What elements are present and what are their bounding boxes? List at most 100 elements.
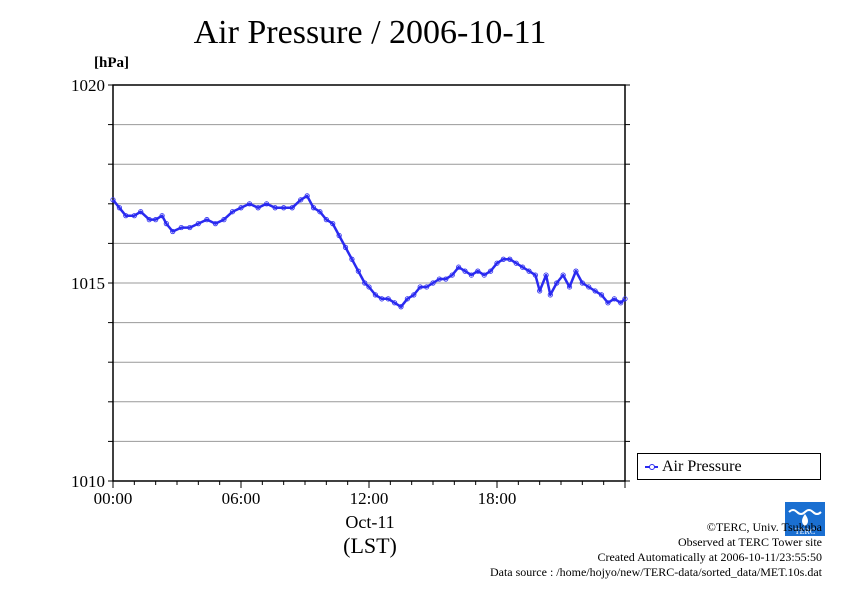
data-point [170, 228, 176, 235]
logo-text: TERC [795, 527, 815, 536]
data-point [159, 213, 165, 219]
series-line [112, 194, 626, 309]
x-tick-label: 00:00 [94, 489, 133, 508]
y-tick-label: 1015 [71, 274, 105, 293]
data-point [586, 284, 592, 290]
y-axis-unit: [hPa] [94, 55, 129, 71]
data-point [573, 268, 579, 274]
data-point [116, 205, 123, 211]
data-point [263, 201, 270, 207]
data-point [487, 268, 494, 274]
data-point [178, 224, 184, 231]
data-point [255, 205, 261, 211]
data-point [411, 292, 417, 298]
legend-label: Air Pressure [662, 457, 742, 475]
data-point [123, 213, 129, 219]
data-point [362, 280, 368, 286]
data-point [238, 205, 244, 211]
data-point [131, 213, 137, 219]
footer: ©TERC, Univ. Tsukuba Observed at TERC To… [490, 520, 822, 580]
data-point [605, 300, 611, 306]
y-tick-label: 1020 [71, 76, 105, 95]
data-point [423, 284, 430, 290]
data-point [272, 205, 278, 211]
data-point [317, 209, 323, 215]
footer-observed: Observed at TERC Tower site [677, 535, 822, 549]
data-point [500, 256, 506, 262]
data-point [417, 284, 423, 290]
data-point [355, 268, 361, 274]
y-tick-label: 1010 [71, 472, 105, 491]
data-point [379, 296, 385, 302]
data-point [330, 221, 336, 227]
data-point [622, 296, 628, 302]
data-point [436, 276, 442, 282]
footer-source: Data source : /home/hojyo/new/TERC-data/… [489, 565, 822, 579]
x-tick-label: 06:00 [222, 489, 261, 508]
data-point [385, 296, 391, 302]
data-point [204, 217, 210, 223]
terc-logo-icon: TERC [785, 502, 825, 536]
data-point [494, 260, 500, 266]
data-point [560, 272, 566, 278]
data-point [566, 284, 573, 290]
x-axis-label: (LST) [343, 533, 397, 558]
data-point [532, 272, 539, 278]
data-point [349, 256, 355, 262]
footer-created: Created Automatically at 2006-10-11/23:5… [597, 550, 822, 564]
data-point [537, 288, 543, 294]
data-point [298, 197, 304, 203]
data-point [592, 288, 598, 294]
data-point [579, 280, 585, 286]
footer-copyright: ©TERC, Univ. Tsukuba [706, 520, 822, 534]
data-point [398, 304, 404, 310]
data-point [449, 272, 455, 278]
data-point [526, 268, 532, 274]
data-point [543, 272, 549, 278]
data-point [519, 264, 526, 270]
data-point [391, 300, 398, 306]
data-point [138, 209, 144, 215]
data-point [372, 292, 378, 298]
data-point [455, 264, 462, 270]
data-point [507, 256, 513, 262]
data-point [163, 221, 169, 227]
data-point [366, 284, 372, 290]
data-point [304, 193, 310, 199]
data-point [598, 292, 605, 298]
data-point [443, 276, 449, 282]
x-tick-label: 18:00 [478, 489, 517, 508]
data-point [336, 232, 342, 239]
data-point [430, 280, 436, 286]
data-point [153, 217, 159, 223]
data-point [195, 221, 201, 227]
data-point [513, 260, 519, 266]
data-point [187, 224, 193, 231]
legend-swatch [645, 463, 658, 470]
data-point [404, 296, 410, 302]
data-point [468, 272, 474, 278]
legend: Air Pressure [637, 453, 821, 480]
data-point [310, 205, 317, 211]
data-point [212, 221, 218, 227]
data-point [554, 280, 560, 286]
data-point [547, 292, 553, 298]
data-point [475, 268, 481, 274]
chart-title: Air Pressure / 2006-10-11 [193, 14, 547, 51]
data-point [221, 217, 227, 223]
data-point [146, 217, 152, 223]
x-axis-date-label: Oct-11 [345, 512, 395, 532]
data-point [342, 244, 349, 250]
data-point [246, 201, 253, 207]
data-point [289, 205, 295, 211]
data-point [110, 197, 116, 203]
data-point [229, 209, 236, 215]
x-tick-label: 12:00 [350, 489, 389, 508]
data-point [462, 268, 468, 274]
data-point [323, 217, 329, 223]
data-point [281, 205, 287, 211]
data-point [618, 300, 624, 306]
data-point [611, 296, 617, 302]
data-point [481, 272, 487, 278]
